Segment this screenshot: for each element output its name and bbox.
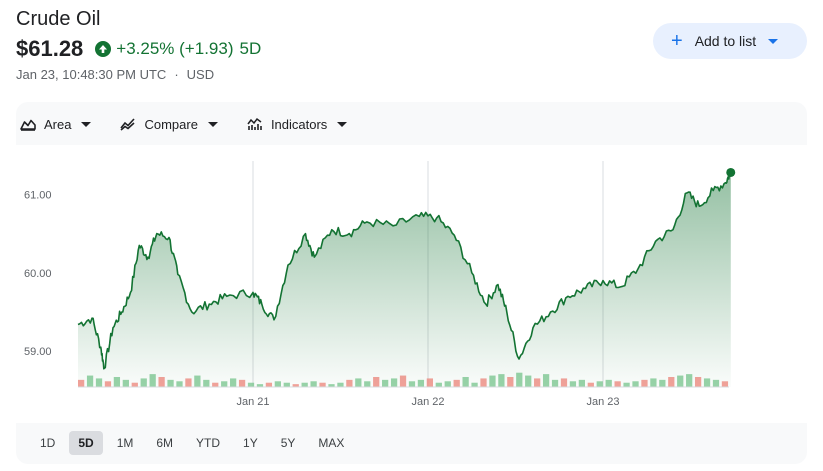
quote-meta: Jan 23, 10:48:30 PM UTC · USD: [16, 67, 214, 82]
area-dropdown[interactable]: Area: [20, 116, 92, 132]
y-tick-label: 61.00: [24, 189, 52, 201]
range-1d[interactable]: 1D: [40, 436, 56, 450]
caret-down-icon: [337, 121, 348, 127]
change-value: +3.25% (+1.93): [116, 39, 234, 58]
range-5d[interactable]: 5D: [69, 431, 103, 455]
compare-label: Compare: [144, 116, 198, 132]
caret-down-icon: [81, 121, 92, 127]
range-6m[interactable]: 6M: [156, 436, 174, 450]
plus-icon: +: [671, 30, 683, 52]
chart-toolbar: Area Compare Indicators: [20, 112, 376, 136]
currency: USD: [186, 67, 215, 82]
x-tick-label: Jan 22: [411, 396, 444, 408]
indicators-dropdown[interactable]: Indicators: [247, 116, 348, 132]
x-tick-label: Jan 21: [236, 396, 269, 408]
price-change: +3.25% (+1.93) 5D: [95, 39, 261, 59]
range-1y[interactable]: 1Y: [243, 436, 258, 450]
price-chart[interactable]: 59.00 60.00 61.00 Jan 21 Jan 22 Jan 23: [16, 145, 807, 423]
meta-separator: ·: [174, 67, 179, 82]
price-line: [77, 171, 732, 370]
price-row: $61.28 +3.25% (+1.93) 5D: [16, 36, 261, 62]
instrument-title: Crude Oil: [16, 8, 101, 30]
chart-area[interactable]: 59.00 60.00 61.00 Jan 21 Jan 22 Jan 23: [16, 145, 807, 423]
area-chart-icon: [20, 119, 36, 131]
area-label: Area: [44, 116, 72, 132]
range-ytd[interactable]: YTD: [196, 436, 221, 450]
indicators-label: Indicators: [270, 116, 328, 132]
timestamp: Jan 23, 10:48:30 PM UTC: [16, 67, 167, 82]
range-5y[interactable]: 5Y: [280, 436, 296, 450]
range-max[interactable]: MAX: [318, 436, 345, 450]
add-to-list-label: Add to list: [694, 33, 757, 49]
x-tick-label: Jan 23: [586, 396, 619, 408]
current-price: $61.28: [16, 36, 84, 61]
last-price-point[interactable]: [726, 167, 736, 177]
y-tick-label: 59.00: [24, 346, 52, 358]
price-area: [78, 172, 731, 387]
compare-icon: [120, 118, 136, 131]
indicators-icon: [247, 117, 262, 130]
change-period: 5D: [239, 39, 262, 58]
range-1m[interactable]: 1M: [116, 436, 134, 450]
compare-dropdown[interactable]: Compare: [120, 116, 218, 132]
caret-down-icon: [207, 121, 218, 127]
chevron-down-icon: [768, 38, 779, 44]
y-tick-label: 60.00: [24, 268, 52, 280]
add-to-list-button[interactable]: + Add to list: [653, 23, 807, 59]
range-selector: 1D 5D 1M 6M YTD 1Y 5Y MAX: [31, 431, 358, 455]
arrow-up-icon: [95, 41, 112, 57]
